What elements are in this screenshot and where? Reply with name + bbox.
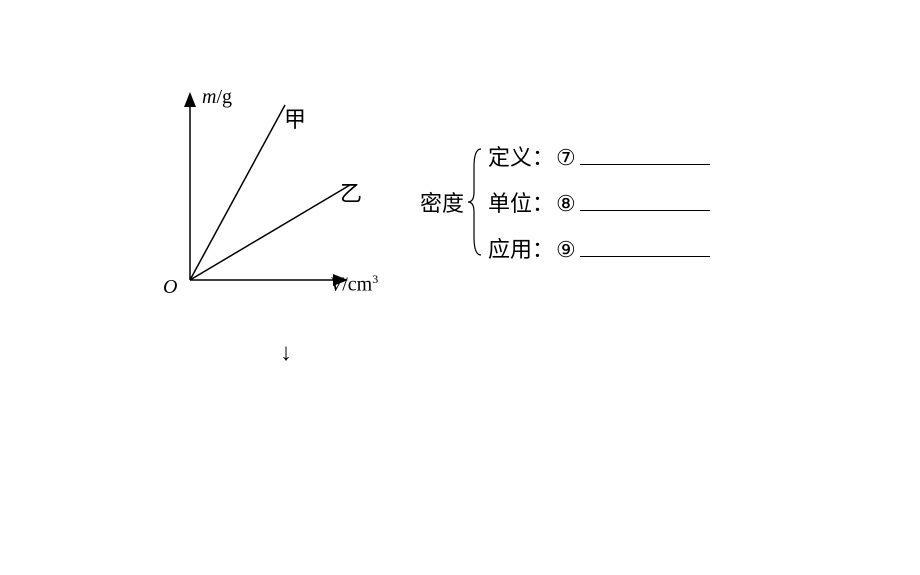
main-term: 密度	[420, 186, 464, 218]
line-jia	[190, 105, 285, 280]
items-list: 定义：⑦ 单位：⑧ 应用：⑨	[488, 140, 710, 264]
item-row-application: 应用：⑨	[488, 232, 710, 264]
item-row-unit: 单位：⑧	[488, 186, 710, 218]
density-definition-section: 密度 定义：⑦ 单位：⑧ 应用：⑨	[420, 140, 710, 264]
line-label-yi: 乙	[340, 176, 362, 208]
down-arrow-icon: ↓	[280, 340, 292, 367]
item-label: 应用：⑨	[488, 232, 578, 264]
blank-line	[580, 145, 710, 165]
brace-icon	[466, 147, 486, 257]
item-label: 定义：⑦	[488, 140, 578, 172]
y-axis-label: m/g	[202, 86, 232, 109]
line-yi	[190, 185, 350, 280]
y-var: m	[202, 86, 216, 108]
x-sup: 3	[372, 272, 378, 286]
x-var: V	[330, 274, 342, 296]
y-unit: /g	[216, 86, 232, 108]
blank-line	[580, 191, 710, 211]
item-label: 单位：⑧	[488, 186, 578, 218]
x-unit: /cm	[342, 274, 372, 296]
origin-label: O	[163, 276, 177, 299]
blank-line	[580, 237, 710, 257]
line-label-jia: 甲	[284, 102, 306, 134]
x-axis-label: V/cm3	[330, 272, 378, 297]
item-row-definition: 定义：⑦	[488, 140, 710, 172]
